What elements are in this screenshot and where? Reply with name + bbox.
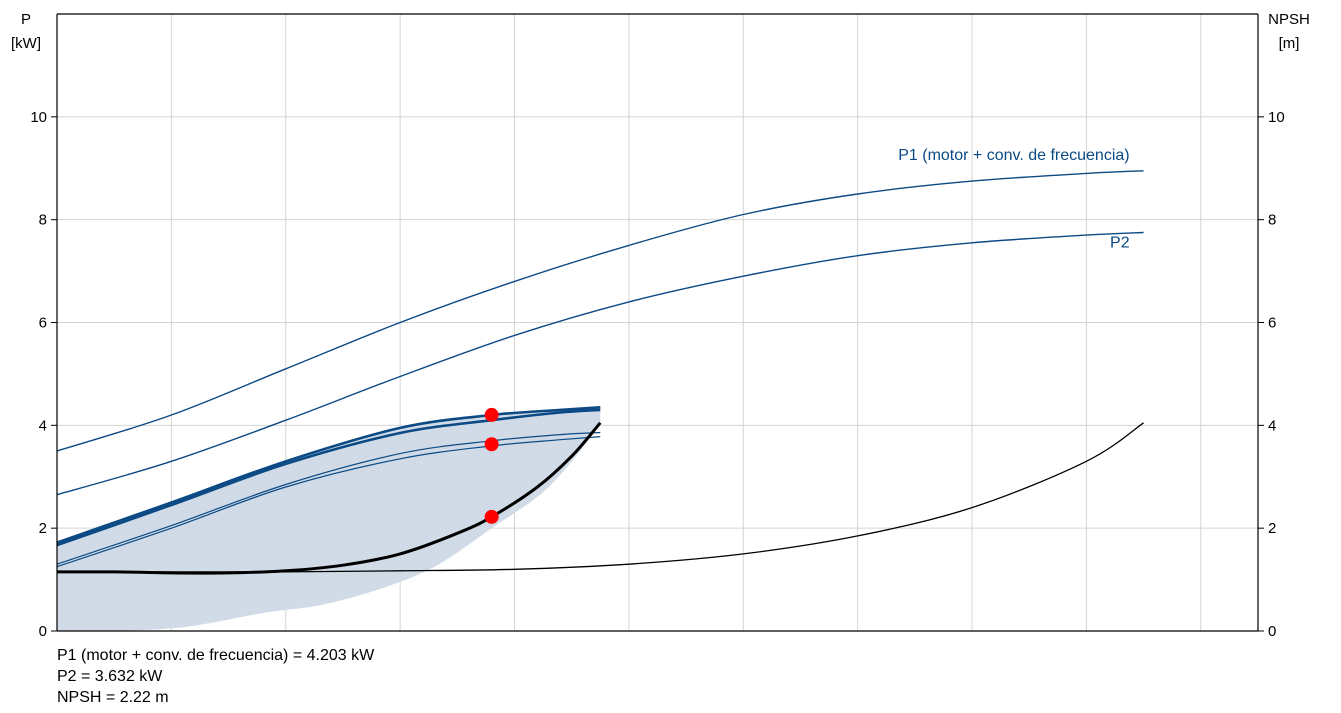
curve-full-speed xyxy=(56,170,1144,452)
right-axis-label: NPSH xyxy=(1268,11,1310,28)
left-tick-label: 8 xyxy=(39,212,47,229)
left-axis-unit: [kW] xyxy=(11,35,41,52)
result-p2: P2 = 3.632 kW xyxy=(57,668,163,685)
curve-full-speed xyxy=(56,231,1144,496)
curve-label: P2 xyxy=(1110,235,1130,252)
operating-range-band xyxy=(57,407,601,631)
operating-point-p1 xyxy=(484,407,499,422)
left-axis-label: P xyxy=(21,11,31,28)
right-tick-label: 6 xyxy=(1268,315,1276,332)
curve-operating-p2 xyxy=(56,436,601,568)
results-panel: P1 (motor + conv. de frecuencia) = 4.203… xyxy=(57,645,374,708)
result-p1: P1 (motor + conv. de frecuencia) = 4.203… xyxy=(57,647,375,664)
curve-operating-p1-upper xyxy=(56,406,601,544)
left-tick-label: 2 xyxy=(39,520,47,537)
right-tick-label: 2 xyxy=(1268,520,1276,537)
right-tick-label: 4 xyxy=(1268,417,1276,434)
result-npsh: NPSH = 2.22 m xyxy=(57,689,169,706)
power-npsh-chart: 0 2 4 6 8 10 0 2 4 6 8 10 P [kW] NPSH [m] P1 (motor + co… xyxy=(11,11,1310,640)
curve-operating-p1 xyxy=(56,408,601,547)
curve-operating-npsh xyxy=(56,421,602,575)
curve-label: P1 (motor + conv. de frecuencia) xyxy=(898,147,1129,164)
right-tick-label: 0 xyxy=(1268,623,1276,640)
left-tick-label: 0 xyxy=(39,623,47,640)
operating-point-p2 xyxy=(484,437,499,452)
left-tick-label: 10 xyxy=(30,109,47,126)
right-tick-label: 10 xyxy=(1268,109,1285,126)
right-tick-label: 8 xyxy=(1268,212,1276,229)
curve-operating-p2-upper xyxy=(56,431,601,565)
left-tick-label: 4 xyxy=(39,417,47,434)
operating-point-npsh xyxy=(484,509,499,524)
right-axis-unit: [m] xyxy=(1279,35,1300,52)
left-tick-label: 6 xyxy=(39,315,47,332)
